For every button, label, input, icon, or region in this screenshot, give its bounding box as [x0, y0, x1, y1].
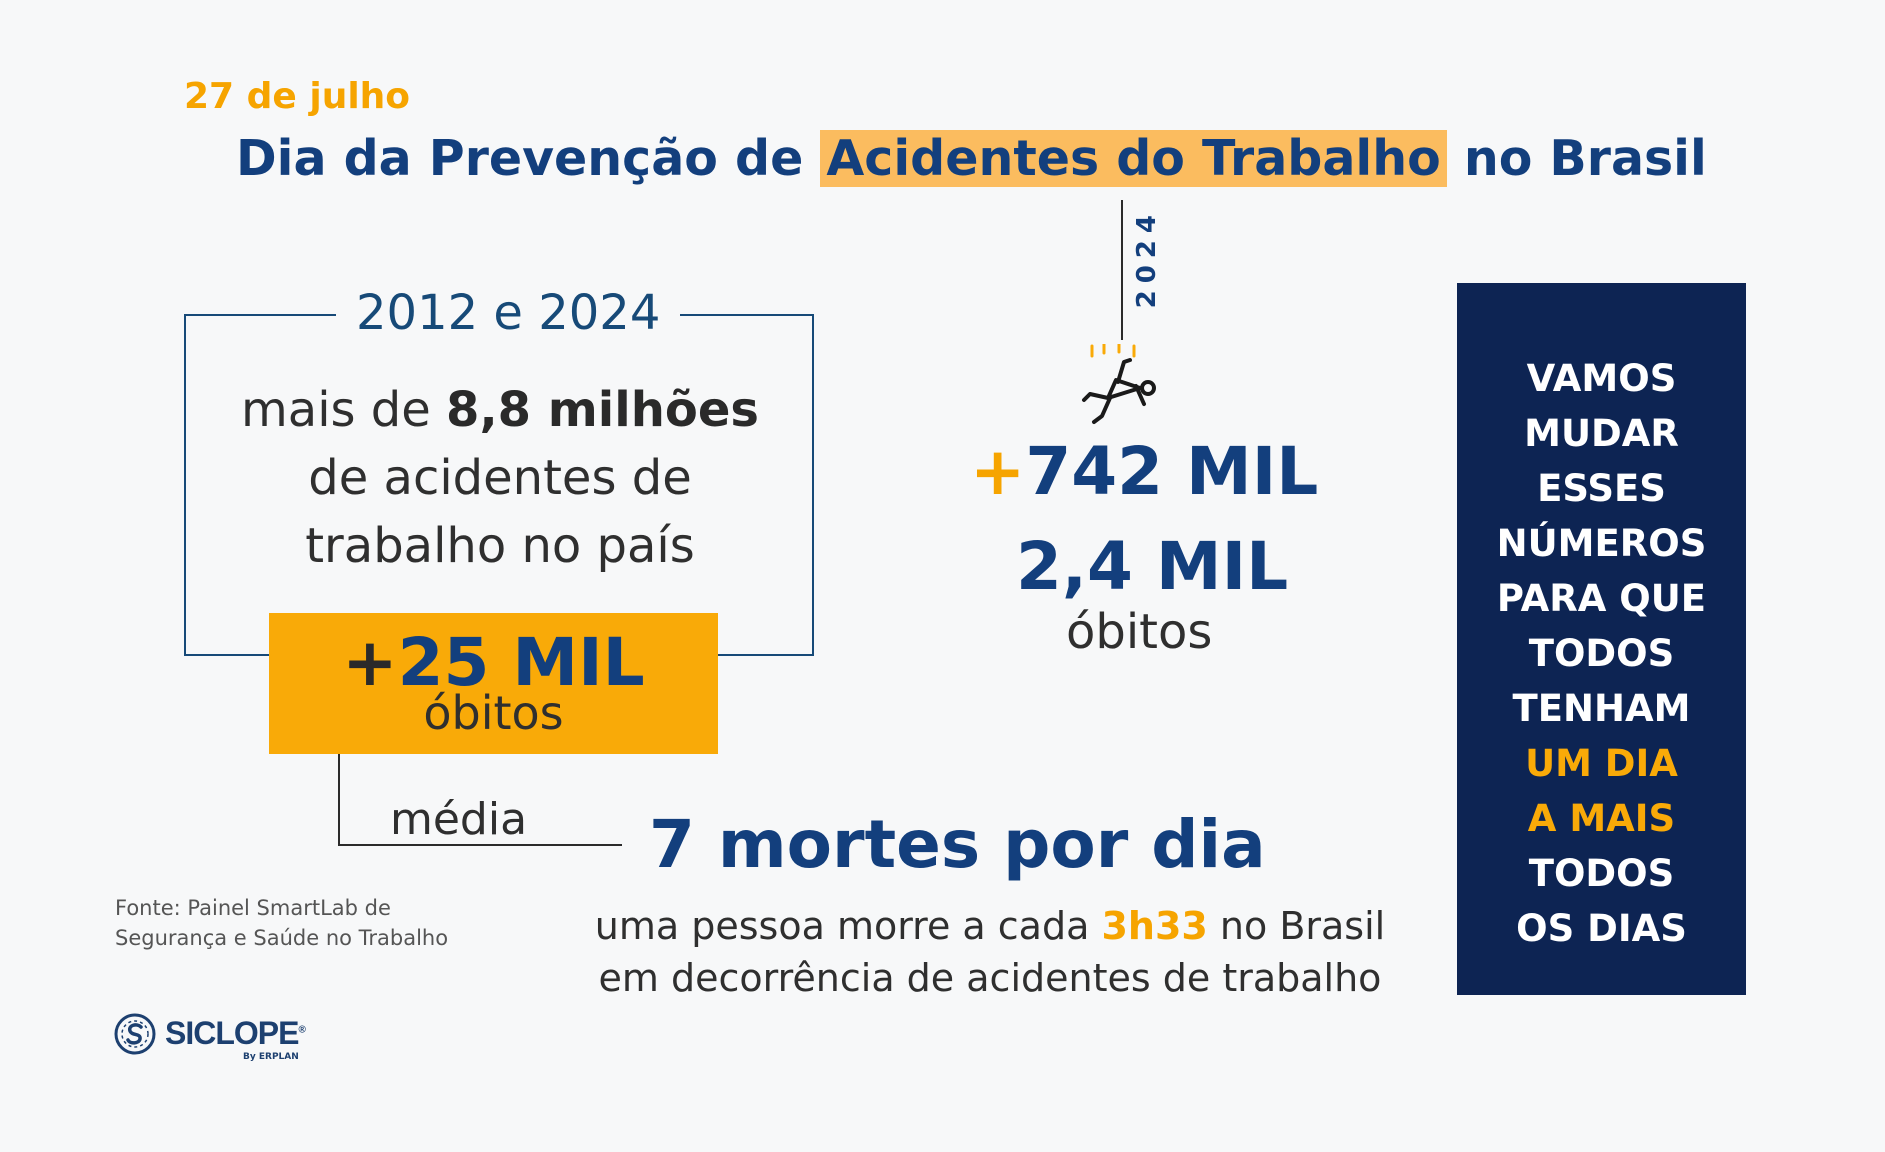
accidents-summary: mais de 8,8 milhões de acidentes de trab… [200, 376, 800, 580]
cta-line: VAMOS [1526, 357, 1677, 400]
accidents-line-3: trabalho no país [305, 518, 695, 574]
deaths-total: +25 MIL [269, 627, 718, 699]
page-title: Dia da Prevenção de Acidentes do Trabalh… [236, 130, 1707, 187]
year-accidents-value: 742 MIL [1025, 433, 1319, 510]
logo-registered-mark: ® [298, 1024, 305, 1036]
cta-line: TODOS [1528, 852, 1675, 895]
deaths-total-label: óbitos [423, 686, 564, 740]
deaths-plus-sign: + [342, 624, 398, 701]
event-date: 27 de julho [184, 76, 411, 117]
source-note: Fonte: Painel SmartLab de Segurança e Sa… [115, 893, 448, 953]
death-rate-prefix: uma pessoa morre a cada [594, 904, 1102, 948]
cta-line: PARA QUE [1496, 577, 1707, 620]
death-rate-line-1: uma pessoa morre a cada 3h33 no Brasil [560, 900, 1420, 952]
year-deaths-label: óbitos [1066, 604, 1213, 660]
year-accidents: +742 MIL [970, 433, 1318, 510]
timeline-year: 2024 [1132, 208, 1162, 309]
average-connector-vertical [338, 754, 340, 846]
year-deaths-value: 2,4 MIL [1016, 528, 1289, 605]
logo-subtitle: By ERPLAN [243, 1052, 299, 1062]
period-label: 2012 e 2024 [336, 285, 681, 341]
call-to-action-box: VAMOS MUDAR ESSES NÚMEROS PARA QUE TODOS… [1457, 283, 1746, 995]
cta-line: TODOS [1528, 632, 1675, 675]
average-label: média [390, 794, 528, 845]
title-highlight: Acidentes do Trabalho [820, 130, 1447, 187]
average-connector-horizontal [338, 844, 622, 846]
timeline-line [1121, 200, 1123, 340]
title-before: Dia da Prevenção de [236, 130, 821, 187]
source-line-2: Segurança e Saúde no Trabalho [115, 926, 449, 950]
deaths-total-box: +25 MIL óbitos [269, 613, 718, 754]
falling-person-icon [1082, 344, 1156, 424]
accidents-line-1: mais de 8,8 milhões [200, 376, 800, 444]
year-accidents-plus-sign: + [970, 433, 1026, 510]
title-after: no Brasil [1446, 130, 1707, 187]
accidents-line-2: de acidentes de [308, 450, 692, 506]
logo-wordmark: SICLOPE® [165, 1015, 306, 1051]
call-to-action-text: VAMOS MUDAR ESSES NÚMEROS PARA QUE TODOS… [1457, 283, 1746, 956]
cta-line: MUDAR [1524, 412, 1679, 455]
death-rate-suffix: no Brasil [1207, 904, 1386, 948]
source-line-1: Fonte: Painel SmartLab de [115, 896, 391, 920]
siclope-logo-icon [114, 1013, 156, 1055]
death-rate-interval: 3h33 [1101, 904, 1208, 948]
cta-line-highlight: A MAIS [1527, 797, 1676, 840]
cta-line-highlight: UM DIA [1525, 742, 1678, 785]
accidents-line-1-prefix: mais de [241, 382, 447, 438]
cta-line: TENHAM [1512, 687, 1691, 730]
deaths-per-day: 7 mortes por dia [649, 806, 1266, 883]
deaths-total-value: 25 MIL [397, 624, 645, 701]
cta-line: OS DIAS [1516, 907, 1687, 950]
death-rate-text: uma pessoa morre a cada 3h33 no Brasil e… [560, 900, 1420, 1004]
death-rate-line-2: em decorrência de acidentes de trabalho [598, 956, 1382, 1000]
cta-line: NÚMEROS [1496, 522, 1707, 565]
cta-line: ESSES [1537, 467, 1666, 510]
accidents-total: 8,8 milhões [446, 382, 759, 438]
